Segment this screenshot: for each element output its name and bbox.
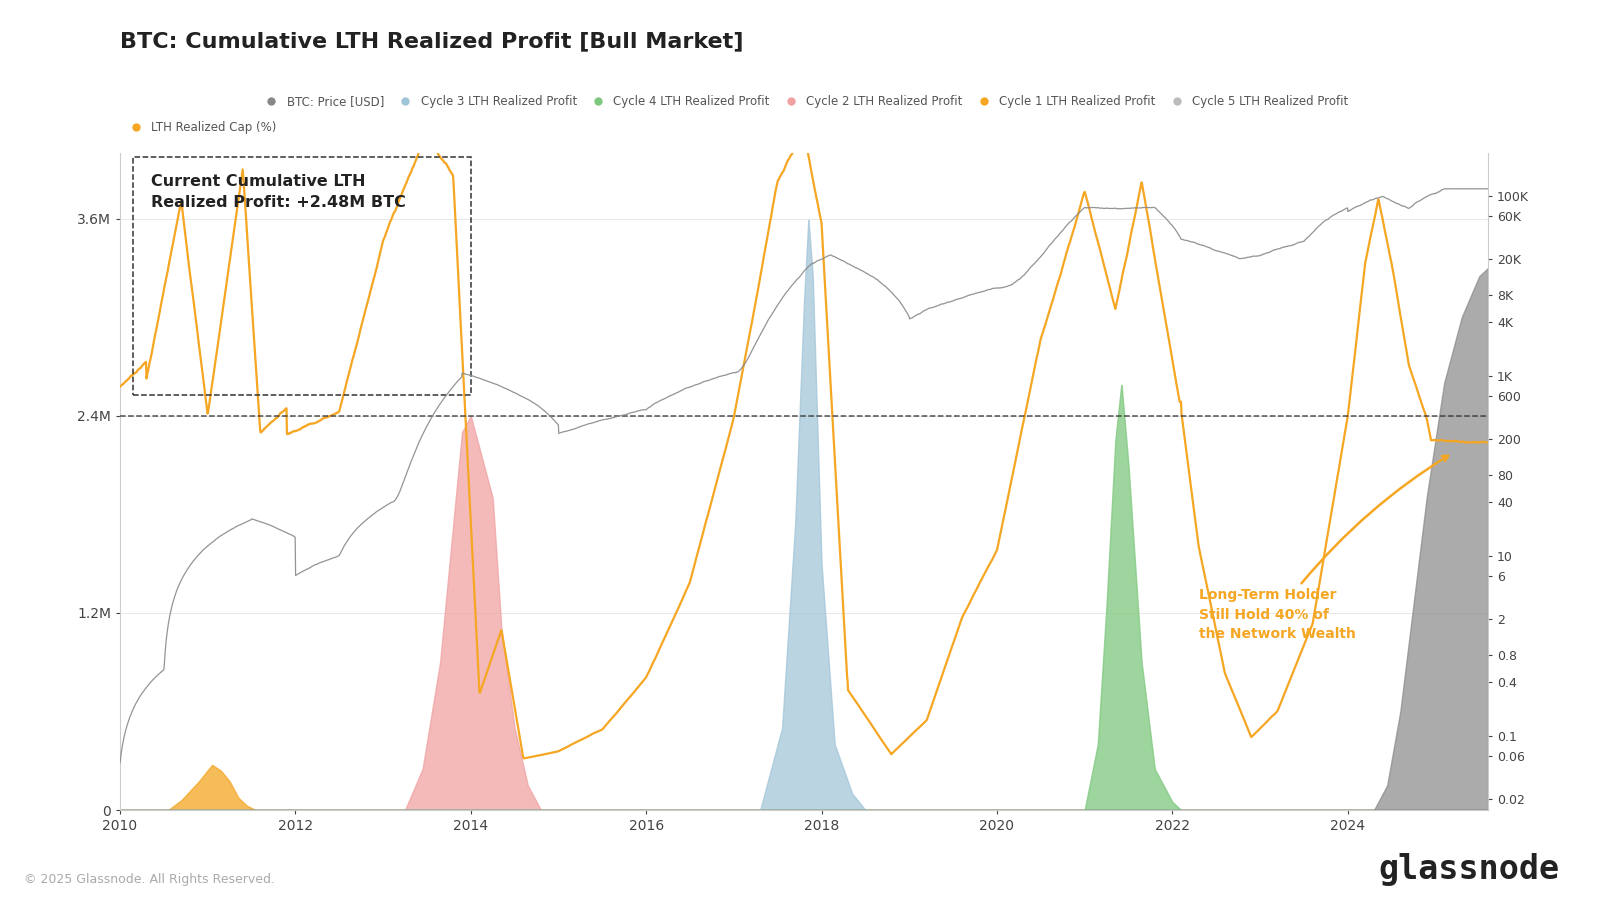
Text: BTC: Cumulative LTH Realized Profit [Bull Market]: BTC: Cumulative LTH Realized Profit [Bul…: [120, 32, 744, 51]
Text: Current Cumulative LTH
Realized Profit: +2.48M BTC: Current Cumulative LTH Realized Profit: …: [150, 174, 405, 210]
Legend: LTH Realized Cap (%): LTH Realized Cap (%): [118, 116, 282, 139]
Text: Long-Term Holder
Still Hold 40% of
the Network Wealth: Long-Term Holder Still Hold 40% of the N…: [1198, 455, 1448, 642]
Text: glassnode: glassnode: [1379, 853, 1560, 886]
Bar: [133, 158, 470, 395]
Text: © 2025 Glassnode. All Rights Reserved.: © 2025 Glassnode. All Rights Reserved.: [24, 874, 275, 886]
